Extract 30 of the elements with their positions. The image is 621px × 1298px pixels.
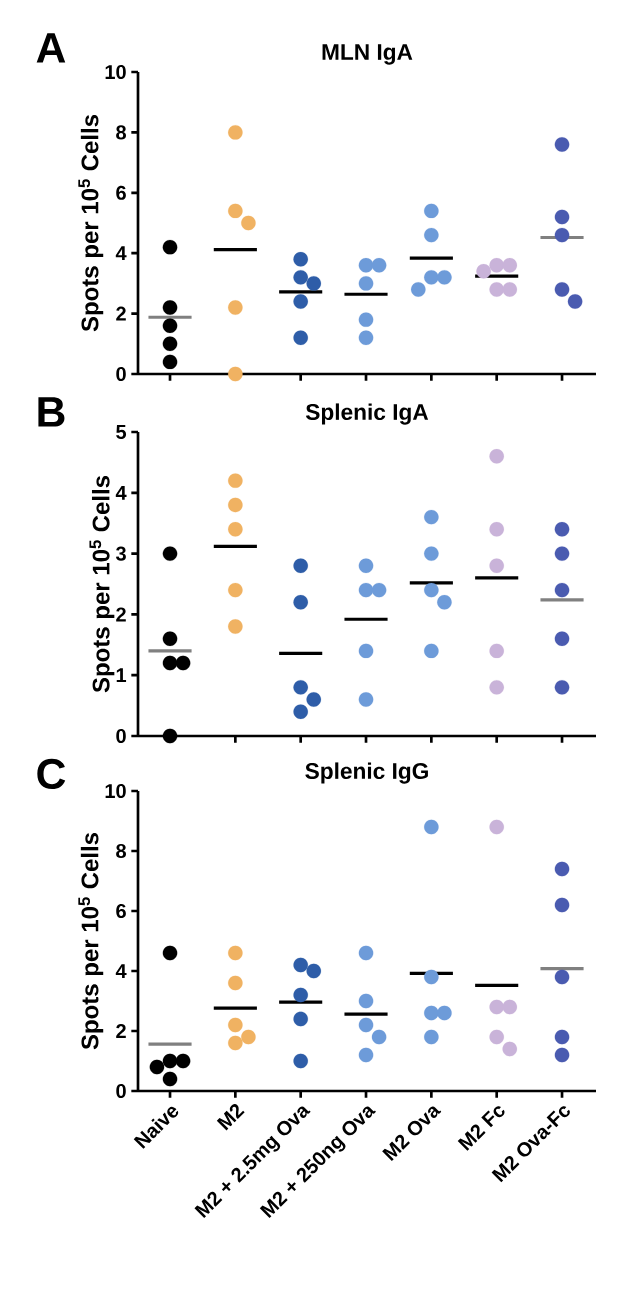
y-tick-label: 0 [116, 1083, 126, 1099]
chart-title: MLN IgA [322, 44, 413, 65]
y-tick-label: 4 [115, 964, 127, 978]
y-tick-label: 3 [115, 546, 126, 561]
text: B [38, 397, 65, 427]
y-tick-label: 2 [116, 306, 126, 321]
chart-title: Splenic IgG [305, 762, 428, 784]
y-tick-label: 2 [116, 607, 126, 622]
y-tick-label: 0 [116, 728, 126, 744]
y-tick-label: 4 [115, 246, 127, 261]
y-tick-label: 2 [116, 1024, 126, 1038]
x-tick-label: M2 [216, 1104, 245, 1131]
y-axis-title: Spots per 10$^{5}$ Cells [78, 832, 104, 1050]
y-tick-label: 0 [116, 366, 126, 382]
y-tick-label: 10 [105, 783, 126, 799]
text: C [37, 758, 66, 790]
chart-title: Splenic IgA [305, 403, 429, 425]
y-tick-label: 10 [105, 64, 126, 80]
y-tick-label: 5 [116, 425, 127, 439]
y-tick-label: 1 [116, 668, 127, 683]
x-tick-label: M2 Fc [457, 1106, 505, 1151]
y-tick-label: 8 [116, 843, 126, 859]
y-tick-label: 8 [116, 125, 126, 140]
y-axis-title: Spots per 10$^{5}$ Cells [89, 475, 115, 693]
y-axis-title: Spots per 10$^{5}$ Cells [78, 114, 104, 332]
text: A [36, 33, 66, 63]
y-tick-label: 6 [116, 185, 126, 200]
y-tick-label: 6 [116, 903, 126, 919]
y-tick-label: 4 [115, 485, 127, 500]
x-tick-label: M2 Ova [382, 1106, 442, 1162]
